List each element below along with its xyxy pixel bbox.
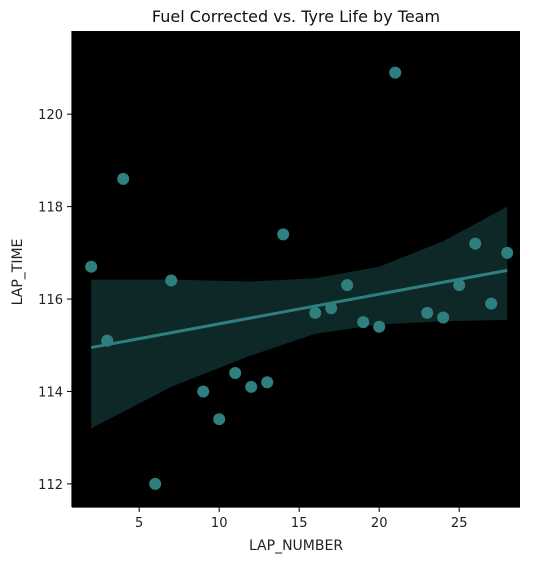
y-tick-label: 112 (38, 478, 63, 493)
data-point (325, 302, 338, 315)
data-point (501, 246, 514, 259)
data-point (277, 228, 290, 241)
data-point (197, 385, 210, 398)
scatter-points-layer (85, 66, 514, 490)
regression-line (90, 268, 508, 350)
data-point (453, 279, 466, 292)
data-point (149, 477, 162, 490)
data-point (485, 297, 498, 310)
data-point (85, 260, 98, 273)
chart-title: Fuel Corrected vs. Tyre Life by Team (152, 7, 440, 26)
data-point (357, 316, 370, 329)
y-tick-label: 114 (38, 385, 63, 400)
x-tick-label: 5 (135, 516, 143, 531)
data-point (117, 172, 130, 185)
y-tick-label: 118 (38, 201, 63, 216)
data-point (101, 334, 114, 347)
data-point (165, 274, 178, 287)
x-tick-label: 20 (371, 516, 388, 531)
confidence-band (91, 206, 508, 429)
data-point (437, 311, 450, 324)
data-point (389, 66, 402, 79)
regression-line-layer (90, 268, 508, 350)
confidence-band-layer (91, 206, 508, 429)
x-tick-label: 10 (211, 516, 228, 531)
data-point (421, 306, 434, 319)
y-axis-label: LAP_TIME (10, 239, 26, 306)
x-axis-label: LAP_NUMBER (249, 538, 343, 554)
x-tick-label: 15 (291, 516, 308, 531)
data-point (245, 380, 258, 393)
data-point (469, 237, 482, 250)
y-tick-label: 120 (38, 108, 63, 123)
data-point (229, 366, 242, 379)
data-point (213, 413, 226, 426)
data-point (373, 320, 386, 333)
x-tick-label: 25 (451, 516, 468, 531)
y-tick-label: 116 (38, 293, 63, 308)
axes-layer: 5 10 15 20 25 112 114 116 118 120 (38, 31, 520, 531)
data-point (261, 376, 274, 389)
data-point (309, 306, 322, 319)
data-point (341, 279, 354, 292)
